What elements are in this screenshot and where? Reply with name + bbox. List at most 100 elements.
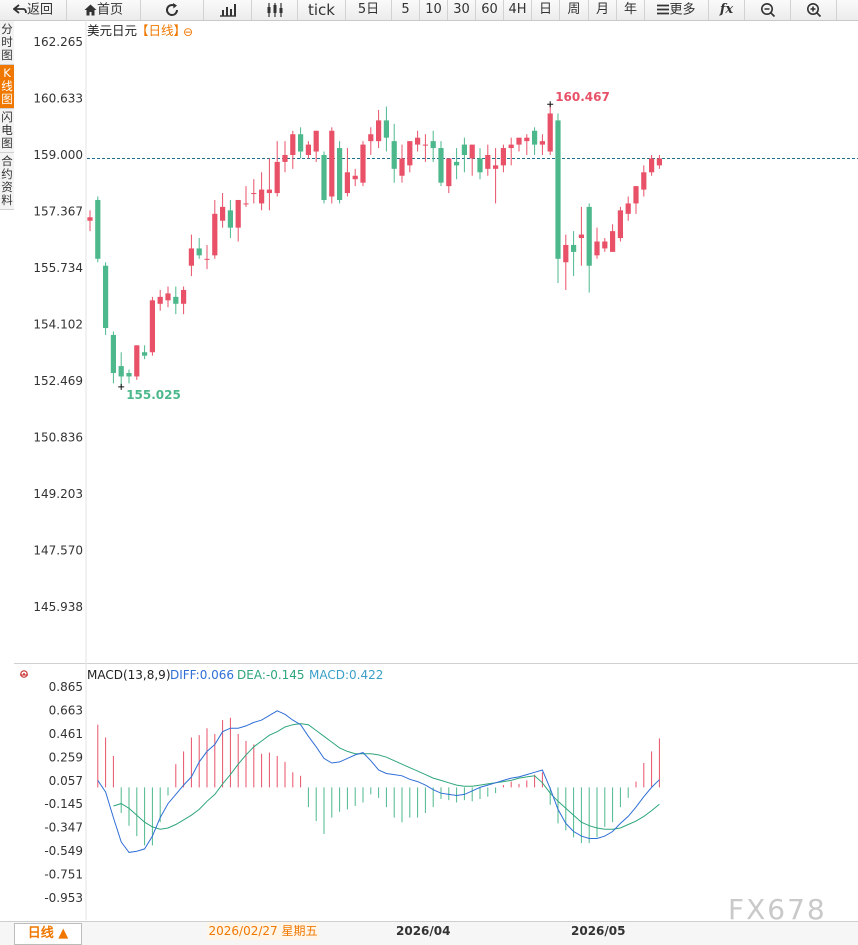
settings-icon[interactable] bbox=[20, 670, 28, 678]
macd-tick-label: 0.865 bbox=[49, 680, 83, 694]
candle-body bbox=[344, 172, 350, 194]
low-marker: 155.025 bbox=[118, 383, 181, 402]
candle-body bbox=[407, 141, 413, 166]
tab-kline[interactable]: K线图 bbox=[0, 65, 14, 109]
candle-body bbox=[391, 141, 397, 169]
candle-body bbox=[212, 213, 218, 256]
candle-body bbox=[430, 141, 436, 149]
candle-body bbox=[469, 144, 475, 159]
formula-button[interactable]: fx bbox=[709, 0, 745, 20]
candle-body bbox=[87, 217, 93, 221]
home-button[interactable]: 首页 bbox=[67, 0, 141, 20]
month-label-april: 2026/04 bbox=[396, 924, 451, 938]
line-chart-button[interactable] bbox=[204, 0, 252, 20]
macd-title: MACD(13,8,9) bbox=[87, 668, 171, 682]
more-label: 更多 bbox=[669, 2, 696, 18]
period-month-button[interactable]: 月 bbox=[589, 0, 617, 20]
price-tick-label: 145.938 bbox=[33, 600, 83, 614]
price-tick-label: 154.102 bbox=[33, 317, 83, 331]
toolbar: 返回 首页 tick 5日 5 10 30 60 4H 日 周 月 年 更多 f… bbox=[0, 0, 858, 21]
candle-body bbox=[313, 130, 319, 152]
back-button[interactable]: 返回 bbox=[0, 0, 67, 20]
price-tick-label: 160.633 bbox=[33, 91, 83, 105]
candle-body bbox=[188, 248, 194, 266]
candle-body bbox=[578, 234, 584, 239]
candle-body bbox=[243, 203, 249, 205]
price-tick-label: 157.367 bbox=[33, 204, 83, 218]
candle-body bbox=[368, 134, 374, 142]
candle-body bbox=[95, 199, 101, 259]
candle-body bbox=[586, 206, 592, 266]
symbol-title: 美元日元 bbox=[87, 23, 137, 38]
candle-body bbox=[305, 144, 311, 155]
candle-body bbox=[555, 120, 561, 259]
candle-body bbox=[290, 134, 296, 155]
macd-histogram-value: MACD:0.422 bbox=[309, 668, 383, 682]
candle-body bbox=[508, 144, 514, 149]
candlestick-icon bbox=[266, 0, 284, 20]
candle-body bbox=[196, 248, 202, 256]
collapse-icon[interactable]: ⊖ bbox=[183, 25, 193, 39]
candle-body bbox=[266, 189, 272, 194]
macd-axis: 0.865 0.663 0.461 0.259 0.057 -0.145 -0.347 -0.… bbox=[44, 680, 83, 905]
tab-contract-info[interactable]: 合约资料 bbox=[0, 153, 14, 210]
more-button[interactable]: 更多 bbox=[645, 0, 709, 20]
macd-tick-label: -0.953 bbox=[44, 891, 83, 905]
period-day-button[interactable]: 日 bbox=[532, 0, 560, 20]
high-price-label: 160.467 bbox=[555, 90, 610, 104]
candle-body bbox=[485, 154, 491, 169]
zoom-out-icon bbox=[760, 0, 776, 20]
candle-body bbox=[602, 241, 608, 249]
refresh-button[interactable] bbox=[141, 0, 204, 20]
tab-timeshare[interactable]: 分时图 bbox=[0, 21, 14, 65]
watermark: FX678 bbox=[728, 893, 827, 926]
period-5day-button[interactable]: 5日 bbox=[346, 0, 392, 20]
macd-tick-label: -0.145 bbox=[44, 797, 83, 811]
bottom-date-bar bbox=[0, 921, 858, 945]
zoom-in-button[interactable] bbox=[791, 0, 837, 20]
period-tag: 【日线】 bbox=[136, 23, 186, 38]
candle-body bbox=[563, 244, 569, 263]
cursor-date-label: 2026/02/27 星期五 bbox=[207, 922, 319, 940]
bar-chart-icon bbox=[219, 0, 237, 20]
macd-tick-label: 0.663 bbox=[49, 703, 83, 717]
back-arrow-icon bbox=[12, 0, 27, 20]
tick-button[interactable]: tick bbox=[298, 0, 346, 20]
candle-body bbox=[329, 130, 335, 197]
candle-body bbox=[438, 148, 444, 183]
candle-body bbox=[625, 203, 631, 214]
menu-icon bbox=[657, 0, 670, 20]
candle-chart-button[interactable] bbox=[252, 0, 298, 20]
period-30min-button[interactable]: 30 bbox=[448, 0, 476, 20]
candle-body bbox=[477, 158, 483, 173]
macd-tick-label: -0.549 bbox=[44, 844, 83, 858]
candle-body bbox=[547, 113, 553, 152]
candle-body bbox=[493, 165, 499, 169]
dea-line bbox=[113, 723, 660, 830]
candle-body bbox=[617, 210, 623, 239]
period-5min-button[interactable]: 5 bbox=[392, 0, 420, 20]
candle-body bbox=[360, 144, 366, 183]
period-10min-button[interactable]: 10 bbox=[420, 0, 448, 20]
back-label: 返回 bbox=[26, 2, 53, 18]
candle-body bbox=[134, 345, 140, 377]
period-week-button[interactable]: 周 bbox=[560, 0, 589, 20]
candle-body bbox=[610, 231, 616, 252]
macd-diff-value: DIFF:0.066 bbox=[170, 668, 234, 682]
candle-body bbox=[352, 175, 358, 180]
candle-body bbox=[656, 158, 662, 166]
period-60min-button[interactable]: 60 bbox=[476, 0, 504, 20]
candle-body bbox=[633, 186, 639, 204]
candle-body bbox=[251, 193, 257, 195]
candle-body bbox=[142, 352, 148, 356]
period-year-button[interactable]: 年 bbox=[617, 0, 645, 20]
period-select-button[interactable]: 日线 ▲ bbox=[14, 923, 82, 945]
tab-flash[interactable]: 闪电图 bbox=[0, 109, 14, 153]
candle-body bbox=[454, 161, 460, 166]
macd-histogram-series bbox=[97, 717, 660, 846]
candle-body bbox=[126, 372, 132, 377]
period-4h-button[interactable]: 4H bbox=[504, 0, 532, 20]
zoom-out-button[interactable] bbox=[745, 0, 791, 20]
chart-area[interactable]: 美元日元 【日线】 ⊖ 162.265 160.633 159.000 157.367… bbox=[0, 0, 858, 921]
candle-body bbox=[220, 206, 226, 221]
